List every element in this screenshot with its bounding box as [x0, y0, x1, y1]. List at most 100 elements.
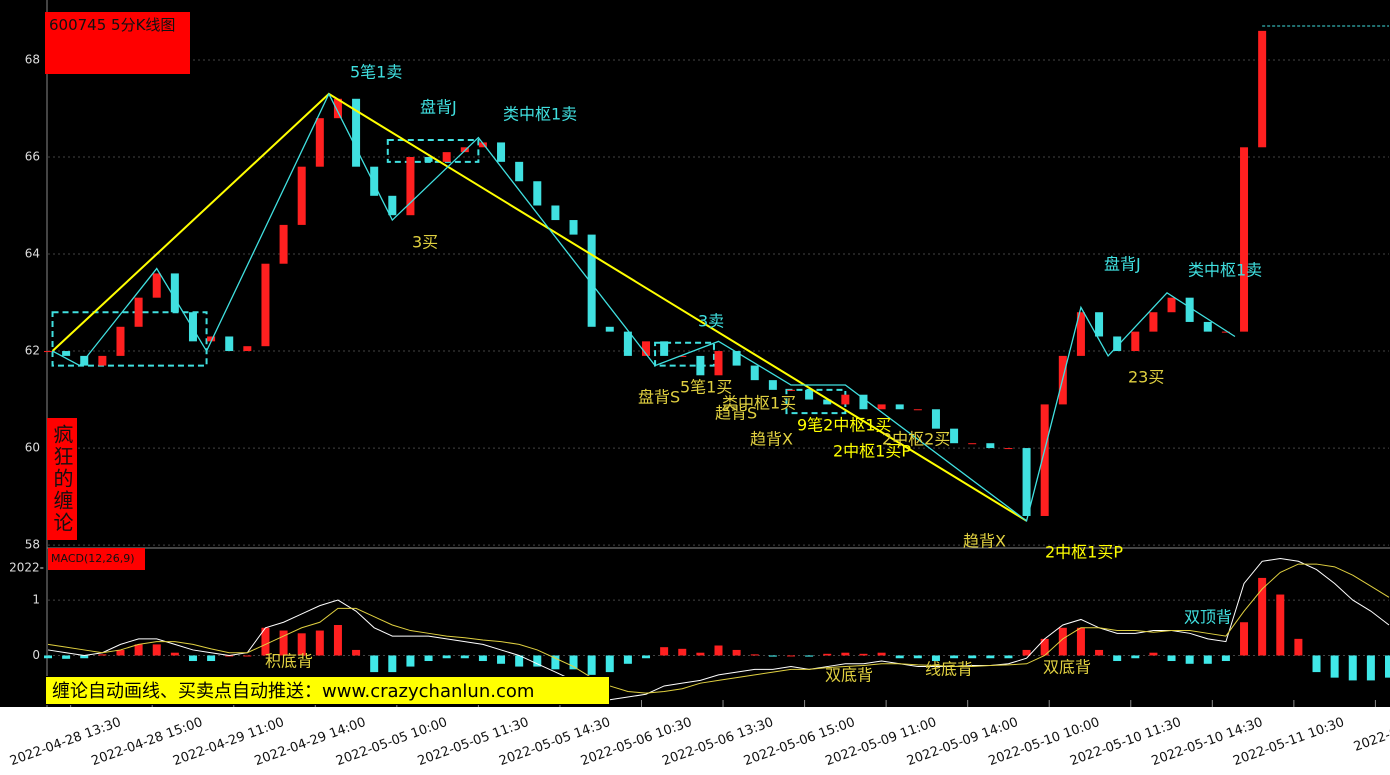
y-tick-label: 68: [25, 52, 40, 66]
x-tick-label: 2022-05-11: [1352, 715, 1390, 755]
candle: [279, 224, 288, 264]
annotation: 类中枢1买: [722, 394, 796, 413]
candle: [1221, 331, 1230, 333]
candle: [1040, 404, 1049, 516]
macd-bar: [786, 655, 795, 657]
macd-bar: [478, 655, 487, 662]
macd-bar: [931, 655, 940, 662]
macd-bar: [442, 655, 451, 659]
macd-title-box: [48, 548, 145, 570]
candle: [1131, 331, 1140, 352]
y-tick-label: 62: [25, 344, 40, 358]
corner-label: 2022-: [9, 561, 44, 575]
macd-bar: [44, 655, 52, 659]
zhongshu-box: [51, 311, 208, 367]
candle: [1004, 448, 1013, 450]
macd-bar: [297, 633, 306, 656]
annotation: 趋背S: [715, 404, 757, 423]
candle: [497, 142, 506, 162]
macd-bar: [714, 645, 723, 656]
macd-bar: [569, 655, 578, 670]
macd-line: [47, 558, 1390, 701]
macd-bar: [460, 655, 469, 659]
candle: [569, 220, 578, 235]
candle: [406, 156, 415, 216]
y-tick-label: 60: [25, 441, 40, 455]
candle: [207, 336, 216, 342]
macd-bar: [98, 654, 107, 656]
annotation: 双顶背: [1184, 608, 1232, 627]
candle: [968, 443, 977, 445]
macd-bar: [623, 655, 632, 664]
candle: [660, 341, 669, 356]
macd-bar: [605, 655, 614, 673]
candle: [315, 118, 324, 167]
macd-bar: [895, 655, 904, 659]
macd-bar: [1366, 655, 1375, 681]
annotation: 23买: [1128, 368, 1164, 387]
candle: [587, 234, 596, 327]
annotation: 盘背S: [638, 388, 680, 407]
candle: [388, 195, 397, 216]
annotation: 2中枢1买P: [1045, 543, 1123, 562]
candle: [533, 181, 542, 206]
y-tick-label: 0: [32, 648, 40, 662]
macd-bar: [170, 652, 179, 656]
y-tick-label: 1: [32, 593, 40, 607]
banner: 缠论自动画线、买卖点自动推送：www.crazychanlun.com: [45, 676, 610, 705]
annotation: 5笔1买: [680, 378, 732, 397]
candle: [877, 404, 886, 410]
candle: [515, 161, 524, 182]
macd-bar: [315, 630, 324, 656]
macd-bar: [1385, 655, 1390, 678]
macd-bar: [805, 655, 814, 657]
macd-bar: [497, 655, 506, 664]
candle: [714, 351, 723, 376]
macd-bar: [841, 652, 850, 656]
macd-bar: [968, 655, 977, 659]
macd-bar: [642, 655, 651, 659]
annotation: 盘背J: [1104, 255, 1141, 274]
annotation: 积底背: [265, 652, 313, 671]
macd-bar: [1004, 655, 1013, 659]
candle: [1149, 312, 1158, 332]
candle: [1076, 312, 1085, 356]
y-tick-label: 64: [25, 247, 40, 261]
macd-bar: [515, 655, 524, 667]
candle: [442, 152, 451, 162]
macd-bar: [333, 625, 342, 656]
macd-title: MACD(12,26,9): [51, 552, 135, 565]
candle: [841, 394, 850, 405]
candle: [243, 346, 252, 352]
candle: [225, 336, 234, 352]
candle: [1185, 297, 1194, 322]
candle: [805, 389, 814, 400]
macd-bar: [188, 655, 197, 662]
macd-bar: [1221, 655, 1230, 662]
macd-bar: [152, 644, 161, 656]
macd-bar: [551, 655, 560, 670]
candle: [98, 355, 107, 366]
candle: [859, 394, 868, 410]
macd-bar: [116, 649, 125, 656]
candle: [478, 142, 487, 148]
macd-bar: [1076, 627, 1085, 656]
candle: [768, 380, 777, 390]
macd-bar: [1294, 638, 1303, 656]
macd-bar: [388, 655, 397, 673]
bi-line: [52, 92, 1236, 522]
macd-bar: [243, 655, 252, 657]
annotation: 双底背: [825, 666, 873, 685]
candle: [750, 365, 759, 381]
macd-bar: [1131, 655, 1140, 659]
annotation: 2中枢2买: [882, 430, 950, 449]
macd-bar: [1095, 649, 1104, 656]
candle: [931, 409, 940, 429]
candle: [44, 351, 52, 353]
candle: [678, 355, 687, 357]
macd-bar: [261, 627, 270, 656]
candle: [605, 326, 614, 332]
macd-bar: [424, 655, 433, 662]
macd-bar: [207, 655, 216, 662]
